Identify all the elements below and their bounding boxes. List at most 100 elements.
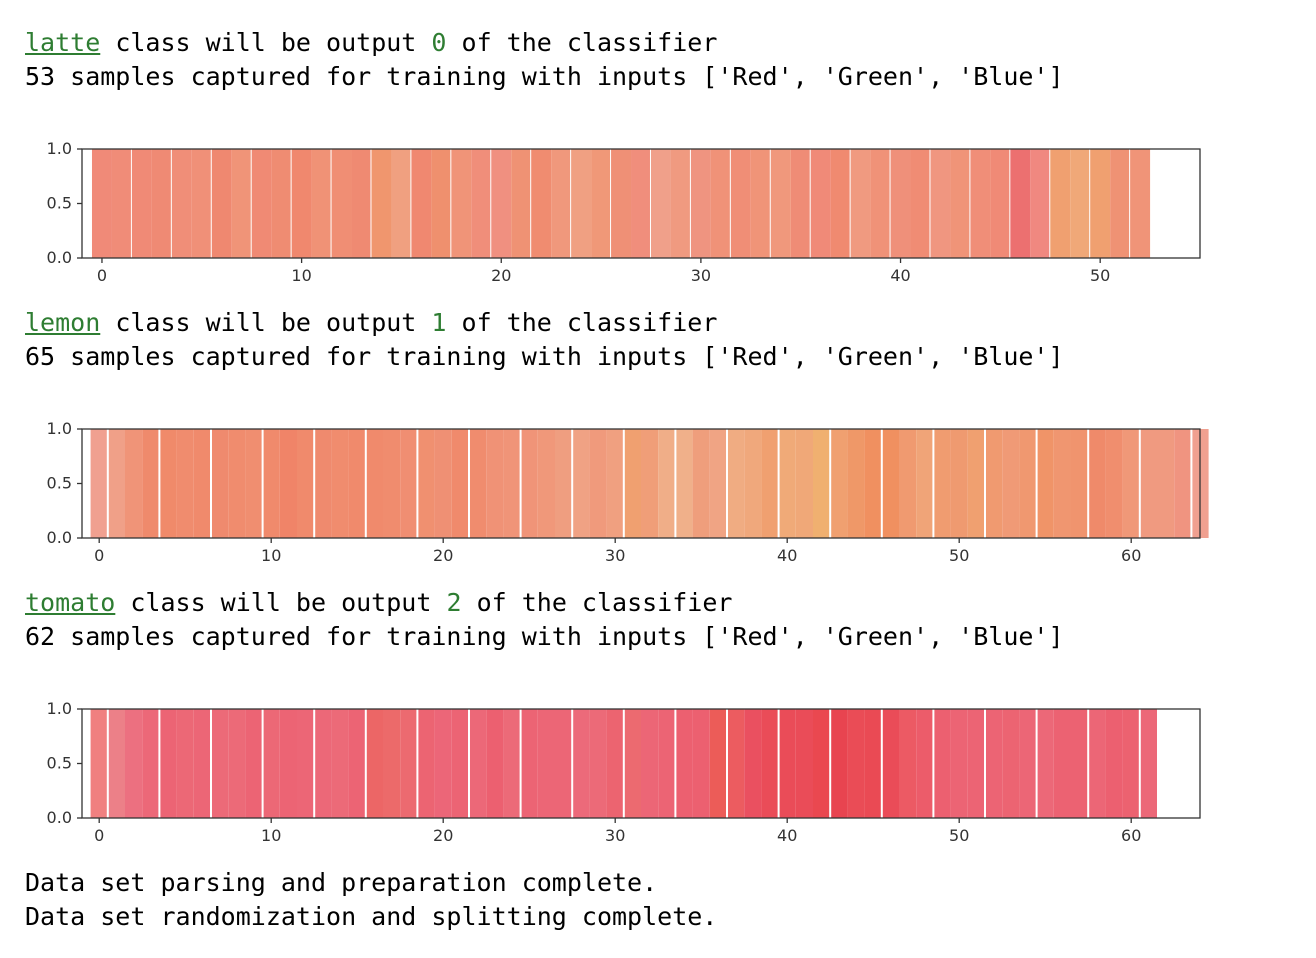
class-name-link[interactable]: latte bbox=[25, 28, 101, 57]
bar bbox=[778, 709, 796, 818]
bar bbox=[211, 429, 229, 538]
bar bbox=[1019, 429, 1037, 538]
bar bbox=[813, 709, 831, 818]
bar bbox=[770, 149, 791, 258]
bar bbox=[91, 149, 112, 258]
bar bbox=[1070, 149, 1091, 258]
bar bbox=[107, 709, 125, 818]
bar bbox=[411, 149, 432, 258]
bar bbox=[471, 149, 492, 258]
bar bbox=[910, 149, 931, 258]
bar bbox=[391, 149, 412, 258]
bar bbox=[1174, 429, 1192, 538]
class-header-suffix: of the classifier bbox=[461, 588, 733, 617]
bar bbox=[245, 709, 263, 818]
bar bbox=[1088, 709, 1106, 818]
samples-line: 65 samples captured for training with in… bbox=[25, 342, 1064, 371]
bar bbox=[371, 149, 392, 258]
bar bbox=[967, 429, 985, 538]
bar bbox=[503, 709, 521, 818]
bar bbox=[297, 429, 315, 538]
x-tick-label: 40 bbox=[777, 546, 797, 565]
bar bbox=[417, 709, 435, 818]
bar bbox=[950, 149, 971, 258]
y-tick-label: 1.0 bbox=[47, 699, 72, 718]
x-tick-label: 0 bbox=[97, 266, 107, 285]
bar bbox=[125, 709, 143, 818]
x-tick-label: 50 bbox=[1090, 266, 1110, 285]
bar bbox=[1105, 709, 1123, 818]
class-header-text: class will be output bbox=[100, 28, 432, 57]
class-header-line: tomato class will be output 2 of the cla… bbox=[25, 586, 732, 620]
class-name-link[interactable]: lemon bbox=[25, 308, 101, 337]
class-header-suffix: of the classifier bbox=[446, 28, 718, 57]
bar bbox=[400, 429, 418, 538]
class-header-text: class will be output bbox=[115, 588, 447, 617]
bar bbox=[591, 149, 612, 258]
bar bbox=[611, 149, 632, 258]
bar bbox=[710, 149, 731, 258]
bar bbox=[176, 709, 194, 818]
y-tick-label: 0.5 bbox=[47, 474, 72, 493]
bar bbox=[142, 709, 160, 818]
bar bbox=[990, 149, 1011, 258]
bar bbox=[491, 149, 512, 258]
bar bbox=[1130, 149, 1151, 258]
bar bbox=[864, 429, 882, 538]
bar bbox=[486, 709, 504, 818]
bar bbox=[537, 709, 555, 818]
bar bbox=[159, 709, 177, 818]
bar bbox=[606, 709, 624, 818]
y-tick-label: 0.0 bbox=[47, 528, 72, 547]
bar bbox=[950, 709, 968, 818]
bar bbox=[111, 149, 132, 258]
bar bbox=[813, 429, 831, 538]
bar bbox=[709, 429, 727, 538]
bar bbox=[1053, 429, 1071, 538]
bar bbox=[1036, 709, 1054, 818]
x-tick-label: 0 bbox=[94, 826, 104, 845]
bar bbox=[847, 429, 865, 538]
bar bbox=[331, 149, 352, 258]
bar bbox=[262, 429, 280, 538]
bar bbox=[692, 709, 710, 818]
x-tick-label: 40 bbox=[890, 266, 910, 285]
y-tick-label: 0.0 bbox=[47, 248, 72, 267]
bar bbox=[555, 709, 573, 818]
bar bbox=[151, 149, 172, 258]
bar bbox=[1110, 149, 1131, 258]
bar bbox=[790, 149, 811, 258]
bar bbox=[262, 709, 280, 818]
bar bbox=[870, 149, 891, 258]
bar bbox=[365, 709, 383, 818]
bar bbox=[434, 709, 452, 818]
x-tick-label: 50 bbox=[949, 826, 969, 845]
class-name-link[interactable]: tomato bbox=[25, 588, 116, 617]
x-tick-label: 60 bbox=[1121, 546, 1141, 565]
chart-latte: 0.0 0.5 1.0 0 10 20 30 40 50 bbox=[47, 139, 1201, 285]
bar bbox=[231, 149, 252, 258]
bar bbox=[297, 709, 315, 818]
bar bbox=[916, 429, 934, 538]
bar bbox=[171, 149, 192, 258]
status-line-parsing: Data set parsing and preparation complet… bbox=[25, 868, 658, 897]
bars-group bbox=[90, 709, 1157, 818]
bar bbox=[1002, 429, 1020, 538]
bar bbox=[1157, 429, 1175, 538]
bar bbox=[211, 149, 232, 258]
bar bbox=[228, 429, 246, 538]
bar bbox=[571, 149, 592, 258]
bar bbox=[1139, 709, 1157, 818]
bar bbox=[933, 429, 951, 538]
bar bbox=[348, 429, 366, 538]
bar bbox=[1122, 429, 1140, 538]
bar bbox=[881, 709, 899, 818]
bar bbox=[193, 429, 211, 538]
bar bbox=[690, 149, 711, 258]
bar bbox=[417, 429, 435, 538]
bar bbox=[795, 429, 813, 538]
x-tick-label: 20 bbox=[433, 546, 453, 565]
x-tick-label: 0 bbox=[94, 546, 104, 565]
bar bbox=[331, 709, 349, 818]
bar bbox=[658, 429, 676, 538]
